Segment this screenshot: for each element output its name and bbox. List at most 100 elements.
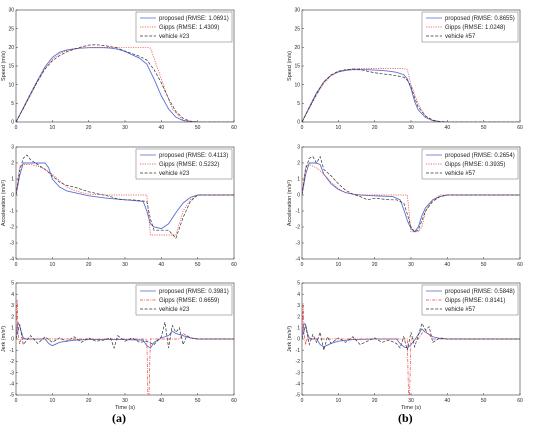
legend-label-0: proposed (RMSE: 1.0691) [159,16,229,22]
x-tick-label: 10 [50,262,56,268]
y-tick-label: 5 [297,101,300,107]
x-tick-label: 0 [301,125,304,131]
legend-label-0: proposed (RMSE: 0.2654) [445,153,515,159]
series-line-2 [302,155,520,233]
x-tick-label: 20 [372,398,378,404]
y-tick-label: -3 [10,370,15,376]
y-tick-label: -5 [10,393,15,399]
y-axis-label: Jerk (m/s³) [287,326,293,352]
legend-label-1: Gipps (RMSE: 1.4309) [159,25,219,31]
legend-label-0: proposed (RMSE: 0.8655) [445,16,515,22]
y-tick-label: 25 [294,26,300,32]
y-tick-label: 30 [294,8,300,14]
x-axis-label: Time (s) [401,405,421,411]
legend-label-2: vehicle #23 [159,307,190,313]
x-tick-label: 20 [86,262,92,268]
y-axis-label: Acceleration (m/s²) [1,180,7,226]
x-tick-label: 10 [336,398,342,404]
x-tick-label: 20 [86,398,92,404]
y-tick-label: 25 [8,26,14,32]
y-tick-label: -1 [296,209,301,215]
y-tick-label: 3 [11,145,14,151]
x-tick-label: 40 [159,125,165,131]
y-tick-label: 5 [297,281,300,287]
legend-label-1: Gipps (RMSE: 1.0248) [445,25,505,31]
figure-label-b: (b) [398,411,413,425]
x-tick-label: 50 [481,262,487,268]
legend-box [421,284,519,316]
y-tick-label: -1 [10,348,15,354]
x-tick-label: 40 [445,262,451,268]
y-tick-label: -5 [296,393,301,399]
chart-a-accel: 0 10 20 30 40 50 60 -4 -3 -2 -1 0 1 2 3 Acceleration (m… [1,145,237,268]
x-tick-label: 40 [445,398,451,404]
x-tick-label: 10 [336,125,342,131]
x-tick-label: 60 [231,262,237,268]
y-tick-label: -4 [296,257,301,263]
series-line-0 [16,162,234,230]
series-line-1 [16,164,234,236]
x-tick-label: 0 [15,398,18,404]
series-line-0 [16,320,234,349]
x-tick-label: 0 [301,262,304,268]
y-tick-label: 1 [11,326,14,332]
y-tick-label: 15 [294,64,300,70]
y-tick-label: -3 [296,370,301,376]
y-axis-label: Acceleration (m/s²) [287,180,293,226]
y-tick-label: 2 [11,161,14,167]
figure-label-a: (a) [112,411,126,425]
legend-box [135,284,233,316]
y-tick-label: -2 [10,225,15,231]
x-tick-label: 50 [195,398,201,404]
y-tick-label: 30 [8,8,14,14]
legend-label-0: proposed (RMSE: 0.4113) [159,153,228,159]
legend-label-1: Gipps (RMSE: 0.5232) [159,162,219,168]
y-tick-label: 15 [8,64,14,70]
y-tick-label: 1 [297,177,300,183]
series-line-0 [302,162,520,233]
y-tick-label: -1 [10,209,15,215]
x-tick-label: 30 [408,398,414,404]
series-line-2 [302,68,520,122]
y-tick-label: 10 [8,82,14,88]
chart-b-jerk: 0 10 20 30 40 50 60 -5 -4 -3 -2 -1 0 1 2 3 4 5 Jerk (m/s³)… [287,281,523,411]
x-tick-label: 50 [195,125,201,131]
y-tick-label: 0 [297,337,300,343]
y-tick-label: -4 [10,257,15,263]
legend-label-2: vehicle #23 [159,34,190,40]
chart-b-accel: 0 10 20 30 40 50 60 -4 -3 -2 -1 0 1 2 3 Acceleration (m… [287,145,523,268]
series-line-2 [302,322,520,351]
series-line-1 [16,299,234,395]
legend-label-1: Gipps (RMSE: 0.3935) [445,162,505,168]
chart-a-jerk: 0 10 20 30 40 50 60 -5 -4 -3 -2 -1 0 1 2 3 4 5 Jerk (m/s³)… [1,281,237,411]
x-tick-label: 60 [231,398,237,404]
series-line-1 [302,68,520,122]
series-line-2 [16,44,234,122]
legend-label-0: proposed (RMSE: 0.5848) [445,289,515,295]
x-tick-label: 30 [122,262,128,268]
y-axis-label: Speed (m/s) [287,51,293,81]
legend-label-0: proposed (RMSE: 0.3981) [159,289,229,295]
y-tick-label: -2 [296,359,301,365]
x-tick-label: 60 [517,398,523,404]
y-tick-label: 1 [297,326,300,332]
y-tick-label: 20 [8,45,14,51]
y-tick-label: 5 [11,101,14,107]
series-line-2 [16,154,234,239]
x-tick-label: 10 [50,125,56,131]
y-tick-label: 3 [297,145,300,151]
y-tick-label: 1 [11,177,14,183]
y-tick-label: 0 [297,193,300,199]
y-tick-label: -1 [296,348,301,354]
y-tick-label: 2 [11,314,14,320]
x-tick-label: 30 [122,398,128,404]
y-tick-label: -2 [296,225,301,231]
legend-label-2: vehicle #57 [445,171,476,177]
x-tick-label: 10 [50,398,56,404]
legend-label-2: vehicle #57 [445,34,476,40]
y-tick-label: -4 [296,382,301,388]
series-line-0 [16,47,234,122]
legend-label-1: Gipps (RMSE: 0.8141) [445,298,505,304]
y-tick-label: 0 [297,120,300,126]
series-line-1 [302,164,520,233]
